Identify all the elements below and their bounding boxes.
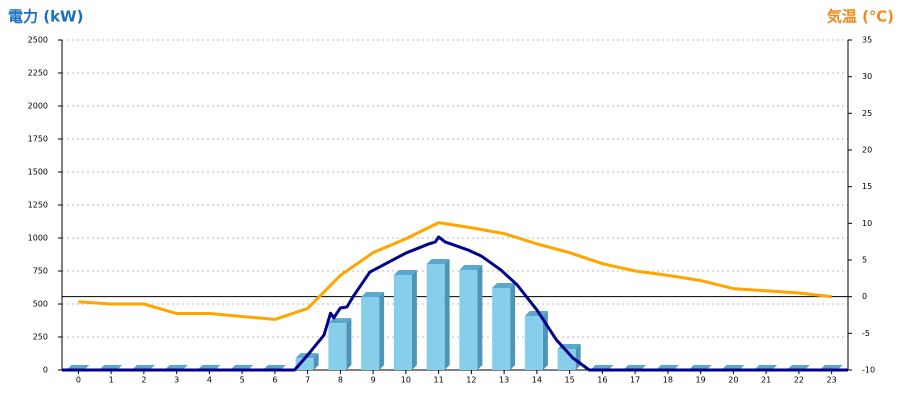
y-tick-label: 750 <box>33 267 48 276</box>
y-tick-label: 1500 <box>28 168 48 177</box>
bar-side <box>313 353 319 370</box>
bar <box>459 269 478 370</box>
y2-tick-label: 20 <box>862 146 872 155</box>
x-tick-label: 21 <box>761 376 771 385</box>
y2-tick-label: 15 <box>862 182 872 191</box>
y-tick-label: 1750 <box>28 135 48 144</box>
x-tick-label: 12 <box>466 376 476 385</box>
y-tick-label: 2500 <box>28 36 48 45</box>
bar <box>524 316 543 370</box>
y-tick-label: 1250 <box>28 201 48 210</box>
bar-top <box>426 259 450 265</box>
y-tick-label: 500 <box>33 300 48 309</box>
y-tick-label: 2000 <box>28 102 48 111</box>
x-tick-label: 23 <box>827 376 837 385</box>
x-tick-label: 1 <box>109 376 114 385</box>
bar-top <box>361 292 385 298</box>
x-tick-label: 7 <box>305 376 310 385</box>
line <box>78 221 832 321</box>
y2-tick-label: 25 <box>862 109 872 118</box>
y2-axis-title: 気温 (℃) <box>827 8 894 26</box>
y-tick-label: 250 <box>33 333 48 342</box>
x-tick-label: 20 <box>728 376 738 385</box>
bar-side <box>444 259 450 370</box>
bar-side <box>510 283 516 370</box>
x-tick-label: 19 <box>696 376 706 385</box>
bar <box>426 264 445 370</box>
y2-tick-label: 5 <box>862 256 867 265</box>
bar <box>328 323 347 370</box>
bar-top <box>459 264 483 270</box>
x-tick-label: 4 <box>207 376 212 385</box>
x-tick-label: 6 <box>272 376 277 385</box>
x-tick-label: 5 <box>240 376 245 385</box>
x-tick-label: 0 <box>76 376 81 385</box>
bar <box>492 288 511 370</box>
x-tick-label: 13 <box>499 376 509 385</box>
x-tick-label: 14 <box>532 376 542 385</box>
bar-side <box>477 264 483 370</box>
x-tick-label: 17 <box>630 376 640 385</box>
x-tick-label: 16 <box>597 376 607 385</box>
bar <box>295 358 314 370</box>
bar <box>361 297 380 370</box>
bar <box>393 274 412 370</box>
y-axis-title: 電力 (kW) <box>8 8 83 26</box>
x-tick-label: 22 <box>794 376 804 385</box>
bar-top <box>328 318 352 324</box>
x-tick-label: 2 <box>141 376 146 385</box>
y2-tick-label: 10 <box>862 219 872 228</box>
y2-tick-label: 35 <box>862 36 872 45</box>
bar-side <box>411 269 417 370</box>
line <box>62 235 848 372</box>
bar-top <box>492 283 516 289</box>
x-tick-label: 11 <box>434 376 444 385</box>
bar-top <box>393 269 417 275</box>
y2-tick-label: 0 <box>862 292 867 301</box>
y2-tick-label: 30 <box>862 72 872 81</box>
x-tick-label: 10 <box>401 376 411 385</box>
y2-tick-label: -10 <box>862 366 875 375</box>
bar-top <box>524 311 548 317</box>
bar-side <box>346 318 352 370</box>
y-tick-label: 2250 <box>28 69 48 78</box>
bar-side <box>379 292 385 370</box>
y2-tick-label: -5 <box>862 329 870 338</box>
y-tick-label: 1000 <box>28 234 48 243</box>
x-tick-label: 3 <box>174 376 179 385</box>
y-tick-label: 0 <box>43 366 48 375</box>
x-tick-label: 8 <box>338 376 343 385</box>
x-tick-label: 15 <box>565 376 575 385</box>
x-tick-label: 18 <box>663 376 673 385</box>
x-tick-label: 9 <box>371 376 376 385</box>
